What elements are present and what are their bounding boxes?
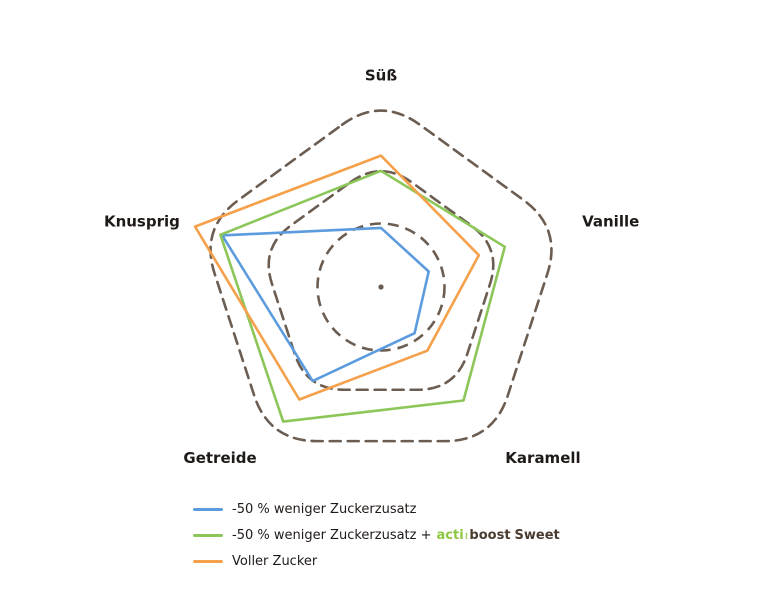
brand-sweet: Sweet [514, 527, 560, 543]
legend-item: -50 % weniger Zuckerzusatz + acti ≀ boos… [193, 522, 753, 548]
radar-series [193, 154, 507, 423]
brand-mark-icon: ≀ [464, 530, 469, 542]
radar-chart: Süß Vanille Karamell Getreide Knusprig [104, 67, 639, 468]
axis-label: Karamell [505, 449, 580, 467]
legend-swatch-green [193, 533, 223, 537]
axis-labels: Süß Vanille Karamell Getreide Knusprig [104, 67, 639, 468]
axis-label: Getreide [183, 449, 256, 467]
legend-item: -50 % weniger Zuckerzusatz [193, 496, 753, 522]
axis-label: Vanille [582, 213, 639, 231]
legend-item: Voller Zucker [193, 548, 753, 574]
legend-label: -50 % weniger Zuckerzusatz [232, 501, 417, 517]
axis-label: Süß [365, 67, 397, 85]
actiboost-logo: acti ≀ boost Sweet [437, 528, 560, 543]
radar-grid [209, 109, 553, 443]
legend-label: Voller Zucker [232, 553, 318, 569]
legend-swatch-orange [193, 559, 223, 563]
series-line-1 [220, 226, 431, 383]
brand-acti: acti [436, 527, 464, 543]
axis-label: Knusprig [104, 213, 180, 231]
series-line-2 [219, 169, 507, 423]
legend-label: -50 % weniger Zuckerzusatz + [232, 527, 432, 543]
legend: -50 % weniger Zuckerzusatz -50 % weniger… [193, 496, 753, 574]
brand-boost: boost [469, 527, 511, 543]
grid-ring-3 [209, 109, 553, 443]
legend-swatch-blue [193, 507, 223, 511]
center-dot [378, 284, 384, 290]
series-line-3 [193, 154, 481, 401]
grid-ring-1 [316, 222, 446, 352]
grid-ring-2 [267, 170, 495, 392]
